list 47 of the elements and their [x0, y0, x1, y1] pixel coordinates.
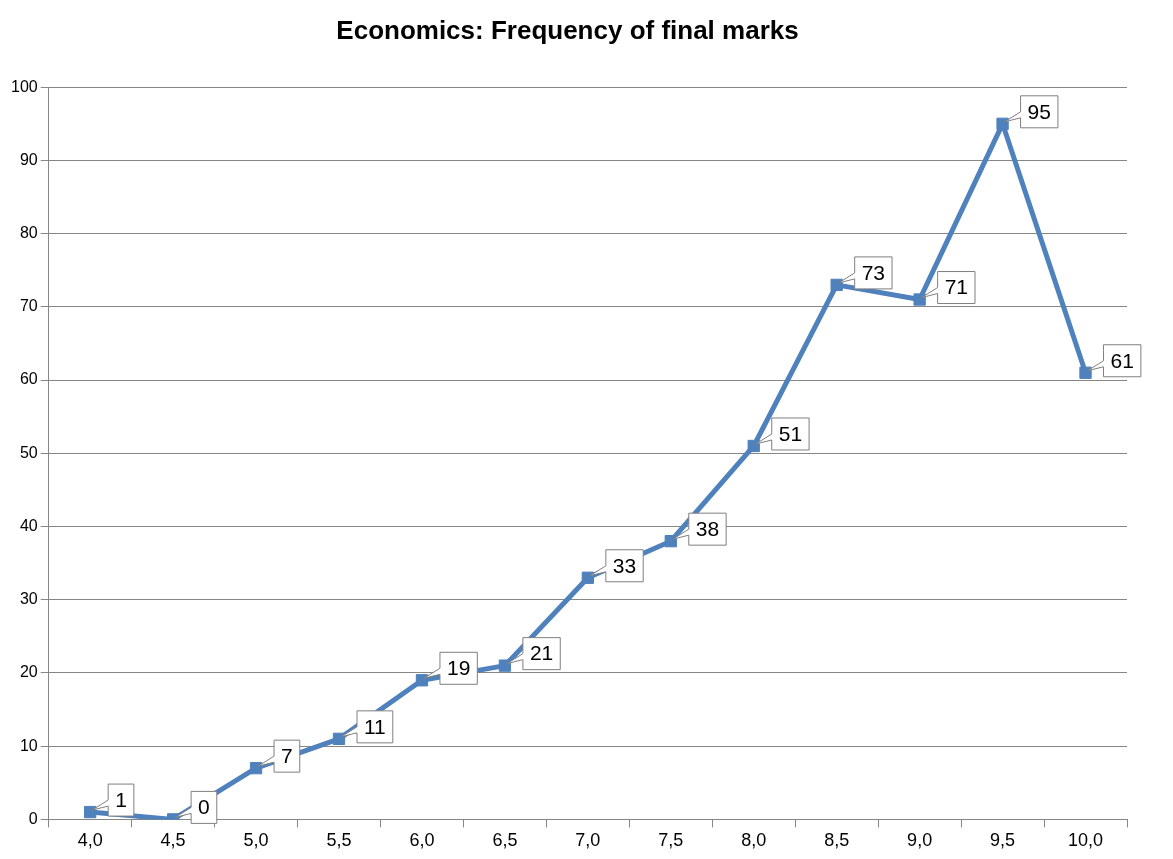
x-tick-label: 8,5 [824, 830, 850, 851]
x-tick-label: 7,0 [575, 830, 601, 851]
y-tick-label: 70 [19, 297, 38, 315]
data-label: 61 [1110, 348, 1134, 372]
point [1079, 366, 1092, 379]
x-tick-label: 9,5 [990, 830, 1016, 851]
y-tick-label: 40 [19, 516, 38, 534]
point [830, 278, 843, 292]
data-label: 71 [944, 275, 968, 299]
x-tick-label: 8,0 [741, 830, 767, 851]
point [747, 439, 760, 453]
chart-title: Economics: Frequency of final marks [336, 14, 799, 45]
point [498, 659, 512, 672]
data-label: 11 [364, 714, 386, 738]
x-tick-label: 4,5 [160, 830, 186, 851]
data-label: 7 [281, 743, 293, 767]
y-tick-label: 10 [19, 736, 38, 754]
data-label: 1 [115, 787, 127, 811]
data-label: 0 [198, 795, 210, 819]
x-tick-label: 6,0 [409, 830, 435, 851]
x-tick-label: 4,0 [77, 830, 103, 851]
data-label: 33 [612, 553, 637, 577]
x-tick-label: 6,5 [492, 830, 518, 851]
y-tick-label: 100 [10, 77, 38, 95]
y-tick-label: 20 [19, 663, 38, 681]
point [996, 117, 1009, 130]
point [664, 535, 677, 548]
point [415, 674, 429, 687]
data-label: 51 [778, 421, 803, 445]
y-tick-label: 30 [19, 590, 38, 608]
data-label: 73 [861, 260, 886, 284]
x-tick-label: 10,0 [1068, 830, 1104, 851]
data-label: 21 [529, 641, 554, 665]
y-tick-label: 50 [19, 443, 38, 461]
y-tick-label: 0 [28, 809, 38, 827]
x-tick-label: 9,0 [907, 830, 933, 851]
point [581, 571, 595, 584]
point [913, 293, 926, 306]
data-label: 38 [695, 516, 720, 540]
x-tick-label: 5,0 [243, 830, 269, 851]
x-tick-label: 7,5 [658, 830, 684, 851]
y-tick-label: 90 [19, 150, 38, 168]
data-label: 19 [446, 656, 471, 680]
y-tick-label: 80 [19, 224, 38, 242]
data-label: 95 [1027, 99, 1051, 123]
x-tick-label: 5,5 [326, 830, 352, 851]
y-tick-label: 60 [19, 370, 38, 388]
